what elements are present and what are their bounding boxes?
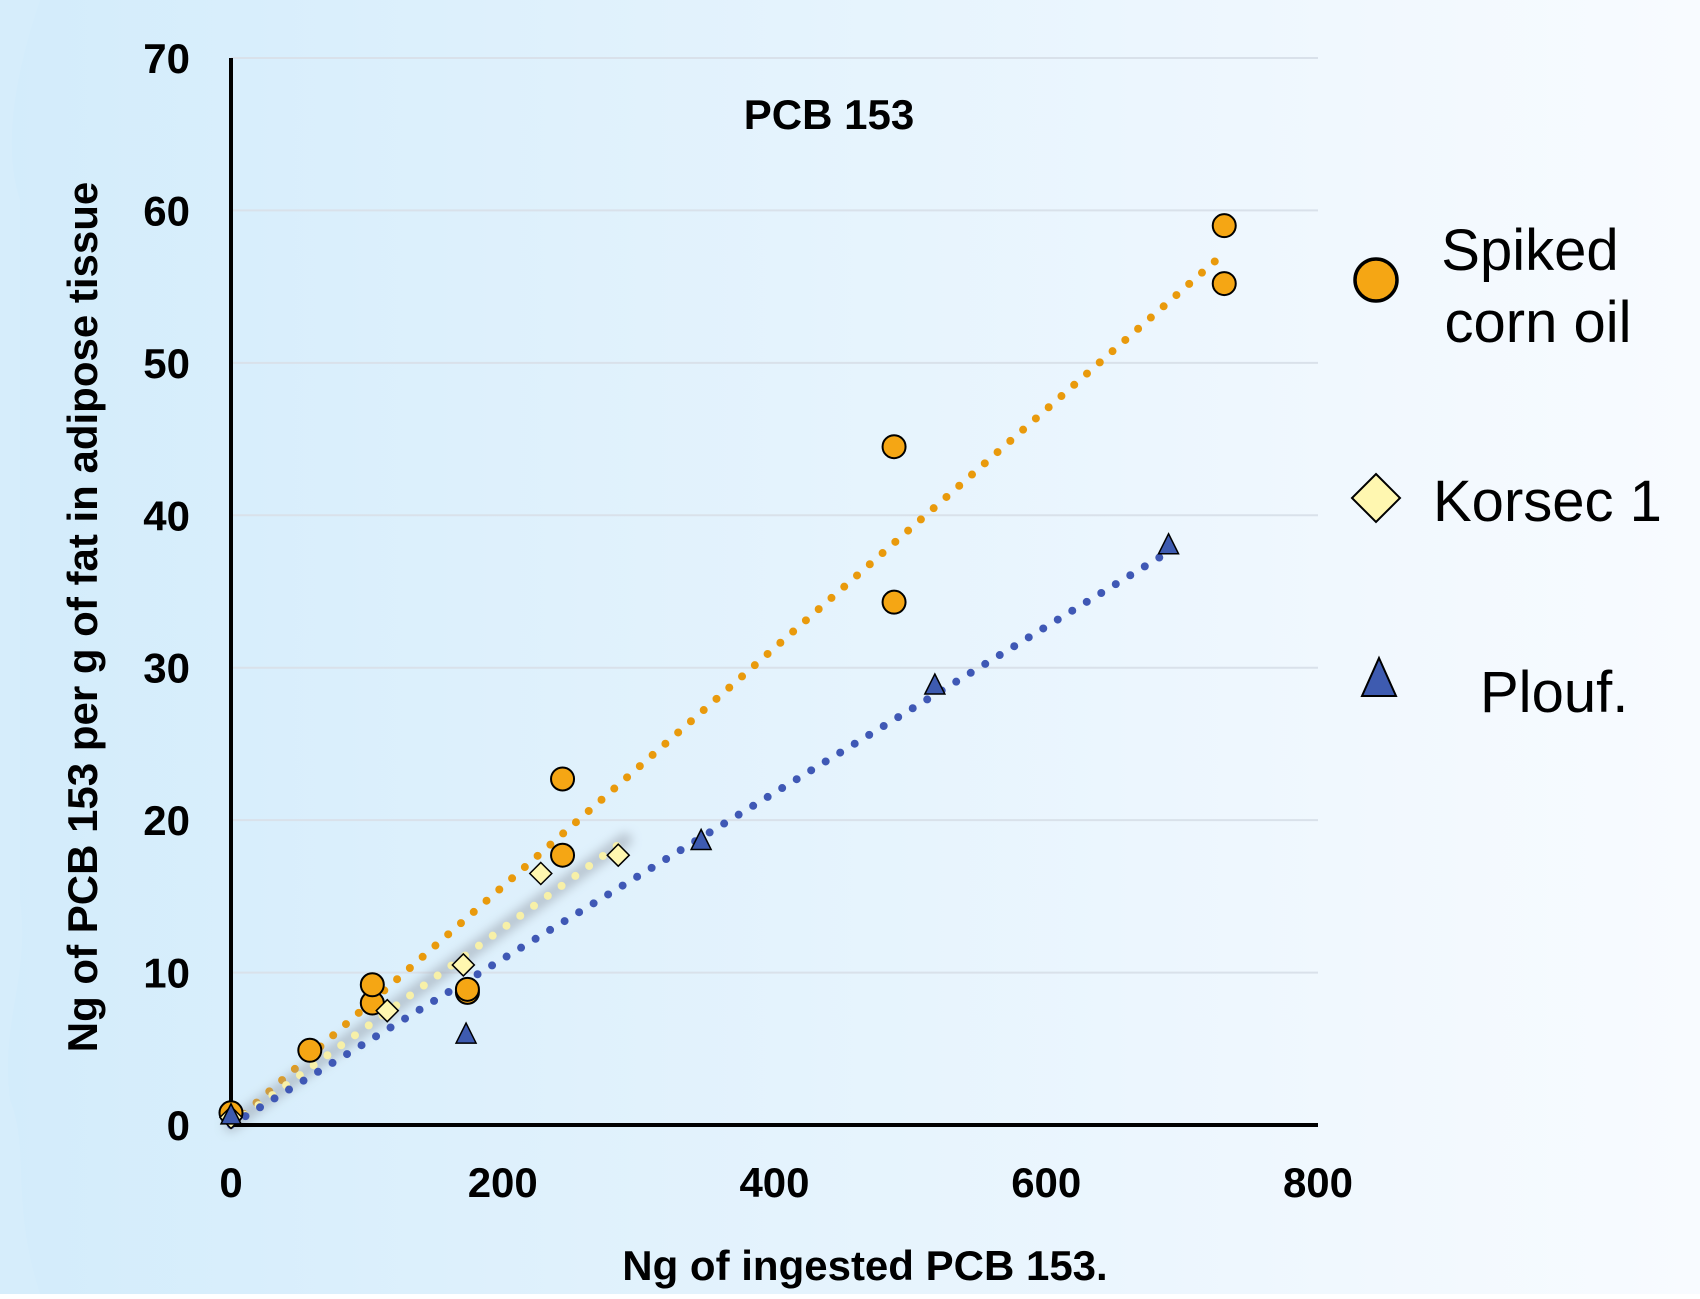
y-tick-label: 60	[143, 187, 190, 234]
y-tick-label: 40	[143, 492, 190, 539]
trendline-plouf	[227, 547, 1173, 1129]
legend-item-plouf[interactable]: Plouf.	[1360, 655, 1628, 725]
legend-label-spiked-corn-oil: Spiked corn oil	[1441, 218, 1634, 355]
legend-circle-icon	[1353, 257, 1399, 303]
point-spiked-corn-oil	[881, 589, 907, 615]
legend-label-korsec-1: Korsec 1	[1433, 469, 1662, 534]
point-plouf	[923, 672, 947, 695]
trendline-spiked-corn-oil	[227, 249, 1229, 1129]
y-axis-label: Ng of PCB 153 per g of fat in adipose ti…	[59, 182, 106, 1052]
point-korsec-1	[451, 952, 476, 978]
x-tick-label: 0	[219, 1159, 242, 1206]
point-spiked-corn-oil	[881, 434, 907, 460]
point-spiked-corn-oil	[1211, 213, 1237, 239]
gridlines	[231, 57, 1318, 974]
point-spiked-corn-oil	[550, 842, 576, 868]
point-plouf	[219, 1102, 243, 1125]
chart-title: PCB 153	[744, 91, 914, 138]
data-points	[218, 213, 1237, 1130]
y-tick-label: 30	[143, 645, 190, 692]
legend: Spiked corn oil Korsec 1 Plouf.	[1350, 218, 1662, 725]
point-plouf	[454, 1021, 478, 1044]
trendline-korsec-1	[227, 835, 630, 1129]
panel-background	[7, 0, 1700, 1294]
point-korsec-1	[606, 843, 631, 868]
axes	[229, 58, 1318, 1127]
x-tick-label: 800	[1283, 1159, 1353, 1206]
y-tick-label: 10	[143, 950, 190, 997]
point-plouf	[689, 827, 713, 851]
point-korsec-1	[528, 861, 553, 886]
legend-triangle-icon	[1360, 655, 1398, 697]
point-plouf	[1157, 532, 1180, 555]
x-axis-label: Ng of ingested PCB 153.	[622, 1242, 1107, 1289]
legend-label-plouf: Plouf.	[1480, 660, 1628, 725]
point-spiked-corn-oil	[297, 1037, 323, 1063]
legend-item-spiked-corn-oil[interactable]: Spiked corn oil	[1353, 218, 1635, 355]
point-spiked-corn-oil	[359, 972, 385, 998]
trendlines	[224, 249, 1229, 1132]
legend-item-korsec-1[interactable]: Korsec 1	[1350, 469, 1662, 534]
x-tick-label: 600	[1011, 1159, 1081, 1206]
point-spiked-corn-oil	[454, 976, 480, 1002]
tick-labels: 0 10 20 30 40 50 60 70 0 200 400 600 800	[143, 35, 1353, 1206]
y-tick-label: 50	[143, 340, 190, 387]
y-tick-label: 70	[143, 35, 190, 82]
point-spiked-corn-oil	[550, 766, 576, 792]
y-tick-label: 20	[143, 797, 190, 844]
x-tick-label: 400	[739, 1159, 809, 1206]
y-tick-label: 0	[167, 1102, 190, 1149]
point-korsec-1	[375, 998, 400, 1023]
x-tick-label: 200	[468, 1159, 538, 1206]
legend-diamond-icon	[1350, 472, 1402, 524]
point-spiked-corn-oil	[1211, 271, 1237, 297]
